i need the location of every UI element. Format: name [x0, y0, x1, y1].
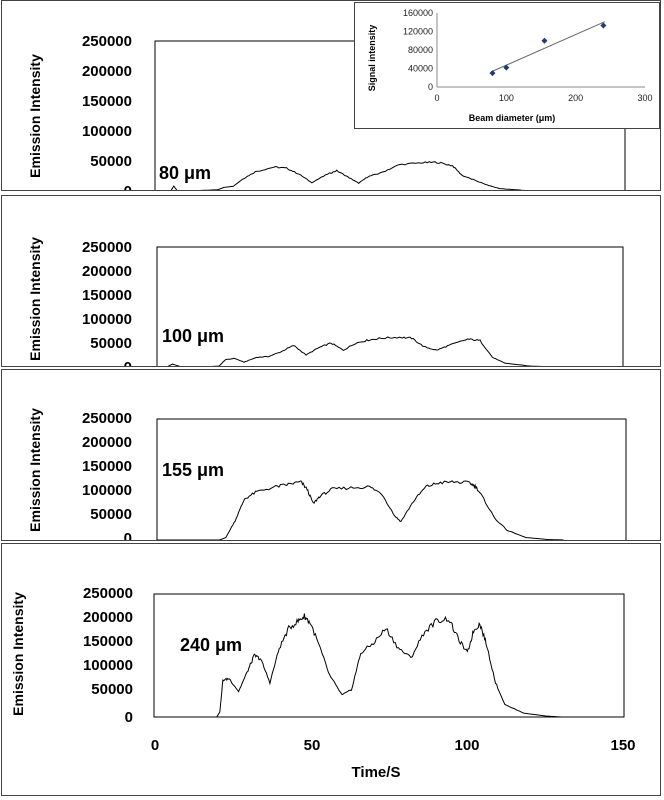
y-tick-label: 0 — [124, 359, 132, 367]
y-tick-label: 200000 — [82, 434, 132, 451]
beam-diameter-annotation: 80 μm — [159, 163, 211, 183]
inset-y-tick-label: 160000 — [403, 8, 433, 18]
series-line — [167, 336, 543, 366]
x-tick-labels: 0 50 100 150 — [151, 737, 636, 754]
y-tick-label: 50000 — [91, 681, 133, 698]
beam-diameter-annotation: 155 μm — [162, 460, 224, 480]
y-axis-label: Emission Intensity — [27, 237, 43, 361]
inset-data-point — [541, 37, 548, 44]
chart-155um: Emission Intensity 250000 200000 150000 … — [27, 408, 627, 541]
inset-y-tick-label: 120000 — [403, 27, 433, 37]
y-tick-label: 100000 — [82, 482, 132, 499]
y-axis-label: Emission Intensity — [27, 54, 43, 178]
inset-y-tick-label: 0 — [428, 82, 433, 92]
y-tick-label: 100000 — [83, 657, 133, 674]
y-tick-label: 150000 — [82, 458, 132, 475]
y-tick-label: 0 — [125, 709, 133, 726]
y-tick-label: 250000 — [82, 239, 132, 256]
series-80um — [170, 161, 528, 190]
plot-area — [156, 246, 624, 366]
y-tick-labels: 250000 200000 150000 100000 50000 0 — [82, 33, 132, 191]
inset-data-point — [600, 22, 607, 29]
y-tick-label: 200000 — [82, 63, 132, 80]
series-240um — [154, 613, 562, 718]
y-tick-label: 50000 — [90, 506, 132, 523]
series-155um — [157, 480, 564, 540]
chart-panel-240um: Emission Intensity 250000 200000 150000 … — [1, 543, 661, 796]
series-line — [170, 161, 528, 190]
inset-trendline — [490, 21, 605, 73]
inset-panel: Signal intensity Beam diameter (μm) 1600… — [354, 2, 660, 129]
x-tick-label: 100 — [454, 737, 479, 754]
y-tick-label: 150000 — [82, 287, 132, 304]
inset-x-tick-label: 200 — [568, 93, 583, 103]
x-tick-label: 0 — [151, 737, 159, 754]
inset-x-axis-label: Beam diameter (μm) — [469, 113, 556, 123]
inset-data-point — [489, 70, 496, 77]
inset-x-tick-label: 300 — [637, 93, 652, 103]
y-tick-labels: 250000 200000 150000 100000 50000 0 — [82, 410, 132, 541]
y-axis-label: Emission Intensity — [27, 408, 43, 532]
inset-x-tick-label: 0 — [434, 93, 439, 103]
x-axis-label: Time/S — [352, 764, 401, 781]
y-axis-label: Emission Intensity — [10, 592, 26, 716]
inset-y-axis-label: Signal intensity — [367, 25, 377, 92]
x-tick-label: 50 — [304, 737, 321, 754]
y-tick-label: 200000 — [83, 609, 133, 626]
y-tick-label: 0 — [124, 530, 132, 541]
series-line — [154, 613, 562, 718]
y-tick-label: 50000 — [90, 153, 132, 170]
inset-tick-labels: 160000 120000 80000 40000 00 100 200 300 — [403, 8, 653, 103]
inset-points — [489, 21, 607, 77]
y-tick-label: 0 — [124, 183, 132, 191]
y-tick-label: 100000 — [82, 311, 132, 328]
y-tick-label: 150000 — [82, 93, 132, 110]
inset-axes — [436, 13, 645, 88]
y-tick-labels: 250000 200000 150000 100000 50000 0 — [82, 239, 132, 367]
chart-240um: Emission Intensity 250000 200000 150000 … — [10, 585, 636, 781]
plot-area — [153, 593, 625, 718]
x-tick-label: 150 — [610, 737, 635, 754]
inset-chart: Signal intensity Beam diameter (μm) 1600… — [367, 8, 653, 123]
inset-y-tick-label: 80000 — [408, 45, 433, 55]
inset-data-point — [503, 64, 510, 71]
chart-100um: Emission Intensity 250000 200000 150000 … — [27, 237, 624, 367]
chart-panel-155um: Emission Intensity 250000 200000 150000 … — [1, 369, 661, 541]
y-tick-labels: 250000 200000 150000 100000 50000 0 — [83, 585, 133, 726]
plot-area — [156, 418, 627, 540]
series-line — [157, 480, 564, 540]
y-tick-label: 100000 — [82, 123, 132, 140]
chart-80um: Emission Intensity 250000 200000 150000 … — [27, 33, 626, 191]
beam-diameter-annotation: 240 μm — [180, 635, 242, 655]
inset-y-tick-label: 40000 — [408, 64, 433, 74]
y-tick-label: 250000 — [82, 410, 132, 427]
chart-panel-100um: Emission Intensity 250000 200000 150000 … — [1, 195, 661, 367]
y-tick-label: 250000 — [82, 33, 132, 50]
y-tick-label: 50000 — [90, 335, 132, 352]
y-tick-label: 150000 — [83, 633, 133, 650]
y-tick-label: 200000 — [82, 263, 132, 280]
y-tick-label: 250000 — [83, 585, 133, 602]
beam-diameter-annotation: 100 μm — [162, 326, 224, 346]
inset-x-tick-label: 100 — [499, 93, 514, 103]
series-100um — [167, 336, 543, 366]
